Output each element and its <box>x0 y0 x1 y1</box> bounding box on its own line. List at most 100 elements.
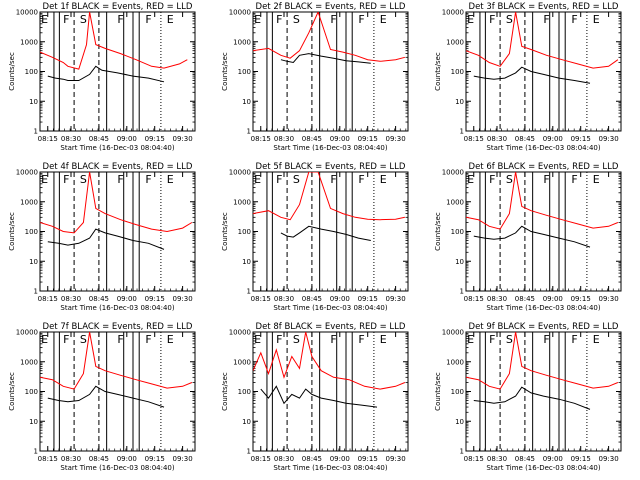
y-tick-label: 10 <box>242 98 251 106</box>
x-tick-label: 09:30 <box>599 295 619 303</box>
interval-flag: F <box>543 333 549 346</box>
series-line-lld <box>253 172 406 221</box>
x-tick-label: 08:15 <box>38 295 58 303</box>
interval-flag: F <box>330 333 336 346</box>
x-axis-label: Start Time (16-Dec-03 08:04:40) <box>273 464 387 472</box>
series-line-events <box>473 386 591 410</box>
x-tick-label: 08:45 <box>515 295 535 303</box>
y-tick-label: 100 <box>25 68 38 76</box>
plot-frame <box>252 11 409 132</box>
y-tick-label: 100 <box>238 68 251 76</box>
y-tick-label: 1 <box>460 128 464 136</box>
y-tick-label: 100 <box>238 388 251 396</box>
series-line-lld <box>253 332 406 390</box>
y-tick-label: 100 <box>451 68 464 76</box>
interval-flag: E <box>593 13 600 26</box>
y-tick-label: 10 <box>455 258 464 266</box>
x-tick-label: 08:45 <box>515 135 535 143</box>
series-line-events <box>47 228 165 250</box>
y-axis-label: Counts/sec <box>8 52 16 91</box>
x-tick-label: 08:30 <box>487 455 507 463</box>
interval-flag: S <box>506 333 513 346</box>
interval-flag: E <box>167 333 174 346</box>
y-axis-label: Counts/sec <box>221 212 229 251</box>
x-tick-label: 08:45 <box>515 455 535 463</box>
y-tick-label: 1000 <box>233 198 251 206</box>
x-tick-label: 08:30 <box>487 295 507 303</box>
x-tick-label: 08:45 <box>302 455 322 463</box>
y-tick-label: 1000 <box>20 358 38 366</box>
y-tick-label: 100 <box>451 228 464 236</box>
interval-flag: S <box>80 333 87 346</box>
series-line-lld <box>466 172 619 230</box>
interval-flag: F <box>543 13 549 26</box>
interval-flag: F <box>543 173 549 186</box>
y-axis-label: Counts/sec <box>8 212 16 251</box>
interval-flag: E <box>167 13 174 26</box>
x-axis-label: Start Time (16-Dec-03 08:04:40) <box>486 304 600 312</box>
y-tick-label: 100 <box>451 388 464 396</box>
interval-flag: F <box>276 13 282 26</box>
interval-flag: E <box>380 13 387 26</box>
x-tick-label: 08:15 <box>251 135 271 143</box>
x-tick-label: 09:30 <box>173 295 193 303</box>
y-tick-label: 1000 <box>446 198 464 206</box>
interval-flag: E <box>593 173 600 186</box>
x-tick-label: 08:15 <box>464 455 484 463</box>
y-axis-label: Counts/sec <box>434 212 442 251</box>
y-tick-label: 10 <box>242 418 251 426</box>
x-tick-label: 09:00 <box>330 135 350 143</box>
interval-flag: F <box>145 173 151 186</box>
x-tick-label: 08:15 <box>464 295 484 303</box>
interval-flag: F <box>489 13 495 26</box>
x-tick-label: 08:30 <box>274 455 294 463</box>
x-tick-label: 09:00 <box>543 295 563 303</box>
x-tick-label: 08:45 <box>89 455 109 463</box>
x-tick-label: 08:15 <box>464 135 484 143</box>
x-tick-label: 08:15 <box>38 455 58 463</box>
y-tick-label: 10000 <box>16 169 38 177</box>
x-tick-label: 08:30 <box>61 295 81 303</box>
y-tick-label: 100 <box>25 388 38 396</box>
y-tick-label: 10 <box>29 418 38 426</box>
series-line-lld <box>40 172 193 234</box>
interval-flag: F <box>571 13 577 26</box>
x-tick-label: 09:15 <box>145 295 165 303</box>
panel-title: Det 7f BLACK = Events, RED = LLD <box>43 322 193 332</box>
x-tick-label: 09:15 <box>358 135 378 143</box>
panel-title: Det 8f BLACK = Events, RED = LLD <box>256 322 406 332</box>
y-tick-label: 1 <box>247 288 251 296</box>
x-axis-label: Start Time (16-Dec-03 08:04:40) <box>273 144 387 152</box>
x-tick-label: 08:30 <box>487 135 507 143</box>
interval-flag: E <box>467 173 474 186</box>
panel-title: Det 3f BLACK = Events, RED = LLD <box>469 2 619 12</box>
panel-title: Det 9f BLACK = Events, RED = LLD <box>469 322 619 332</box>
x-tick-label: 08:30 <box>274 135 294 143</box>
interval-flag: F <box>276 333 282 346</box>
y-tick-label: 10 <box>455 418 464 426</box>
y-tick-label: 1000 <box>446 38 464 46</box>
interval-flag: F <box>145 13 151 26</box>
x-tick-label: 08:30 <box>61 455 81 463</box>
x-axis-label: Start Time (16-Dec-03 08:04:40) <box>486 464 600 472</box>
x-tick-label: 09:00 <box>117 135 137 143</box>
y-axis-label: Counts/sec <box>221 52 229 91</box>
x-tick-label: 09:00 <box>543 455 563 463</box>
interval-flag: E <box>380 173 387 186</box>
y-tick-label: 1 <box>247 128 251 136</box>
interval-flag: F <box>63 333 69 346</box>
panel-7: Det 7f BLACK = Events, RED = LLD 1 10 100 10… <box>8 322 196 472</box>
x-axis-label: Start Time (16-Dec-03 08:04:40) <box>60 464 174 472</box>
panel-6: Det 6f BLACK = Events, RED = LLD 1 10 100 10… <box>434 162 622 312</box>
series-line-events <box>280 225 371 241</box>
interval-flag: S <box>80 13 87 26</box>
interval-flag: E <box>254 333 261 346</box>
panel-3: Det 3f BLACK = Events, RED = LLD 1 10 100 10… <box>434 2 622 152</box>
y-tick-label: 1000 <box>446 358 464 366</box>
interval-flag: E <box>254 13 261 26</box>
x-tick-label: 09:15 <box>571 455 591 463</box>
interval-flag: F <box>63 13 69 26</box>
y-tick-label: 1000 <box>20 198 38 206</box>
series-line-events <box>473 66 591 84</box>
interval-flag: F <box>117 173 123 186</box>
